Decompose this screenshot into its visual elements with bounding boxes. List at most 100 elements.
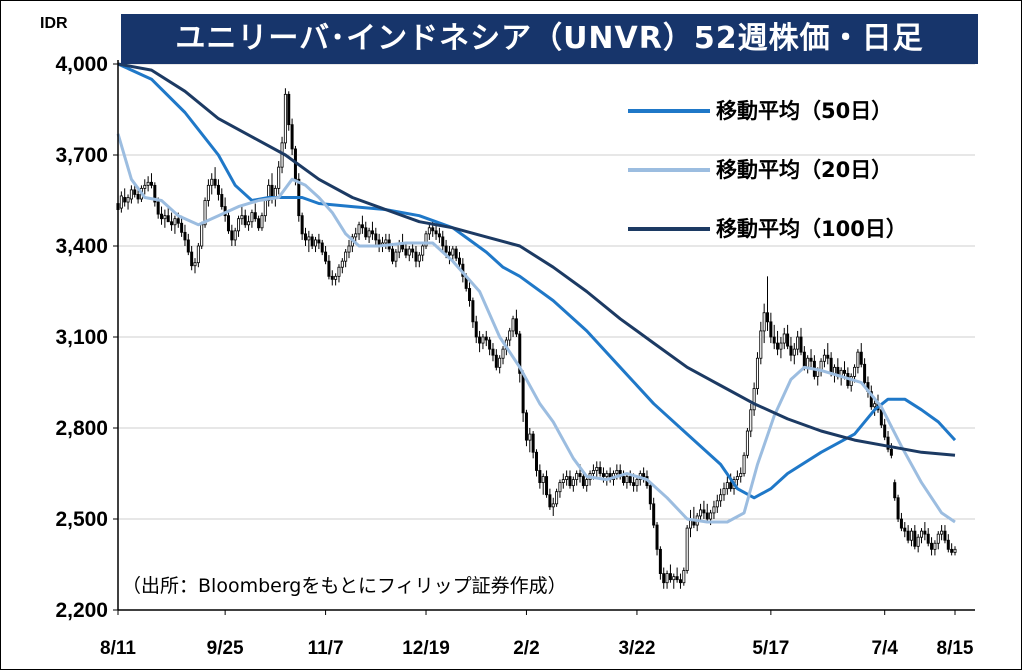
candle-body [709, 512, 713, 520]
candle-body [668, 573, 672, 581]
candle-body [230, 230, 234, 241]
ma-line-1 [116, 133, 956, 524]
candle-body [628, 476, 632, 483]
candle-body [658, 548, 662, 574]
candle-body [685, 527, 689, 571]
candle-body [314, 239, 318, 247]
candlestick-series [116, 88, 957, 589]
candle-body [257, 218, 261, 229]
candle-body [745, 430, 749, 456]
x-axis-ticks: 8/11 9/25 11/7 12/19 2/2 3/22 5/17 7/4 8/15 [100, 610, 974, 659]
candle-body [434, 230, 438, 235]
candle-body [491, 348, 495, 356]
candle-body [879, 409, 883, 426]
candle-body [344, 251, 348, 262]
candle-body [287, 93, 291, 126]
axes [117, 60, 975, 611]
candle-body [899, 518, 903, 529]
candle-body [237, 218, 241, 232]
candle-body [625, 476, 629, 483]
candle-body [541, 476, 545, 483]
candle-body [863, 363, 867, 383]
y-tick-label-3: 3,100 [55, 326, 108, 349]
candle-body [451, 248, 455, 256]
candle-body [672, 576, 676, 581]
candle-body [364, 227, 368, 238]
candle-body [233, 230, 237, 241]
candle-body [786, 333, 790, 347]
legend-item-ma100: 移動平均（100日） [628, 210, 948, 250]
candle-body [538, 470, 542, 484]
x-tick-label-3: 12/19 [402, 638, 450, 659]
candle-body [474, 321, 478, 338]
candle-body [283, 93, 287, 144]
candle-body [444, 245, 448, 253]
candle-body [424, 233, 428, 247]
candle-body [869, 391, 873, 408]
candle-body [160, 213, 164, 220]
candle-body [511, 318, 515, 332]
x-tick-label-2: 11/7 [308, 638, 344, 659]
candle-body [776, 342, 780, 350]
candle-body [558, 482, 562, 493]
candle-body [498, 357, 502, 368]
candle-body [457, 257, 461, 265]
candle-body [324, 251, 328, 262]
candle-body [360, 224, 364, 229]
candle-body [943, 530, 947, 541]
y-axis-unit-label: IDR [40, 15, 68, 32]
candle-body [437, 233, 441, 238]
candle-body [213, 178, 217, 186]
candle-body [936, 533, 940, 544]
candle-body [759, 330, 763, 359]
candle-body [290, 124, 294, 150]
candle-body [565, 476, 569, 480]
y-tick-label-4: 3,400 [55, 235, 108, 258]
candle-body [859, 351, 863, 365]
candle-body [334, 275, 338, 280]
candle-body [391, 248, 395, 262]
x-tick-label-8: 8/15 [937, 638, 974, 659]
candle-body [384, 239, 388, 244]
candle-body [180, 222, 184, 233]
legend-label-ma20: 移動平均（20日） [716, 158, 893, 182]
candle-body [913, 530, 917, 547]
x-tick-label-6: 5/17 [752, 638, 789, 659]
candle-body [802, 351, 806, 368]
candle-body [652, 503, 656, 526]
candle-body [809, 357, 813, 362]
candle-body [772, 336, 776, 344]
candle-body [226, 215, 230, 232]
candle-body [581, 476, 585, 487]
candle-body [571, 479, 575, 487]
candle-body [832, 366, 836, 374]
candle-body [317, 239, 321, 244]
candle-body [247, 221, 251, 226]
candle-body [494, 354, 498, 368]
candle-body [320, 242, 324, 253]
candle-body [615, 470, 619, 474]
candle-body [792, 348, 796, 356]
candle-body [133, 189, 137, 195]
candle-body [953, 548, 957, 553]
candle-body [856, 351, 860, 368]
x-tick-label-0: 8/11 [100, 638, 136, 659]
candle-body [930, 542, 934, 550]
candle-body [702, 509, 706, 514]
candle-body [722, 488, 726, 496]
legend-label-ma100: 移動平均（100日） [716, 217, 907, 241]
candle-body [414, 251, 418, 262]
candle-body [826, 354, 830, 359]
candle-body [260, 215, 264, 229]
candle-body [779, 342, 783, 350]
candle-body [843, 369, 847, 374]
candle-body [129, 189, 133, 200]
candle-body [250, 212, 254, 223]
y-tick-label-5: 3,700 [55, 144, 108, 167]
candle-body [648, 485, 652, 505]
candle-body [598, 467, 602, 474]
candle-body [357, 224, 361, 235]
candle-body [206, 184, 210, 201]
candle-body [478, 336, 482, 344]
